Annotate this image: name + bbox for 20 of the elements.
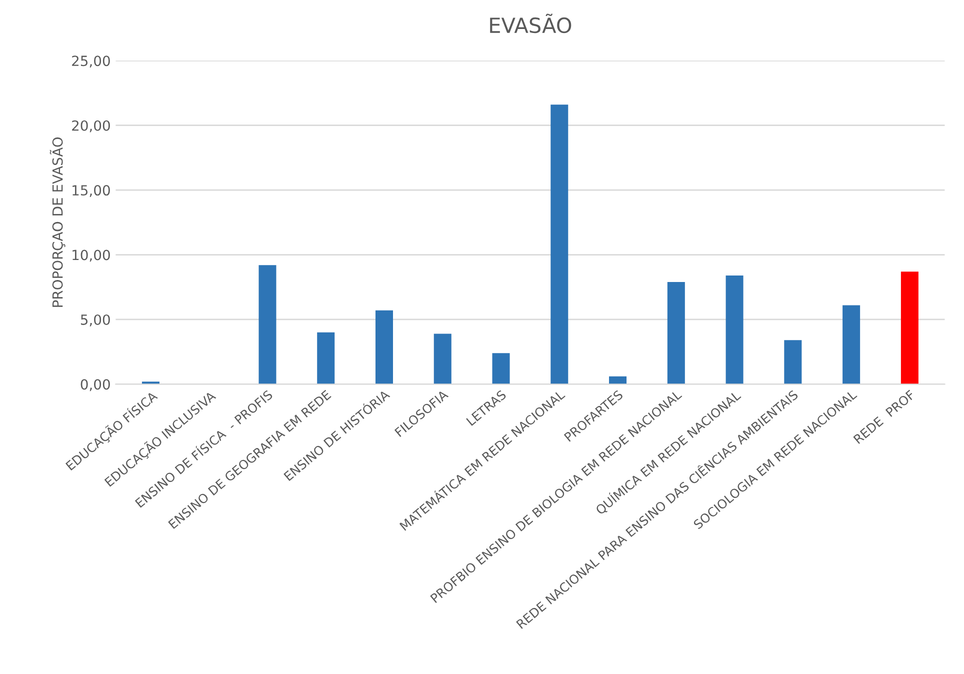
bar (667, 282, 685, 384)
y-axis-title: PROPORÇAO DE EVASÃO (50, 137, 66, 307)
y-tick-label: 5,00 (80, 314, 110, 326)
bar (434, 334, 452, 384)
y-tick-label: 15,00 (72, 185, 110, 197)
bar (900, 272, 918, 384)
y-tick-label: 0,00 (80, 379, 110, 392)
bar (317, 332, 335, 384)
chart-title: EVASÃO (490, 14, 572, 34)
bar (784, 340, 802, 384)
bar (726, 275, 744, 384)
bar (375, 310, 393, 384)
y-tick-label: 10,00 (72, 250, 110, 262)
bar (842, 305, 860, 384)
bar (258, 265, 276, 384)
bar (550, 104, 568, 384)
bar (492, 353, 510, 384)
bar (609, 376, 627, 384)
y-tick-label: 20,00 (72, 120, 110, 132)
y-tick-label: 25,00 (72, 56, 110, 68)
